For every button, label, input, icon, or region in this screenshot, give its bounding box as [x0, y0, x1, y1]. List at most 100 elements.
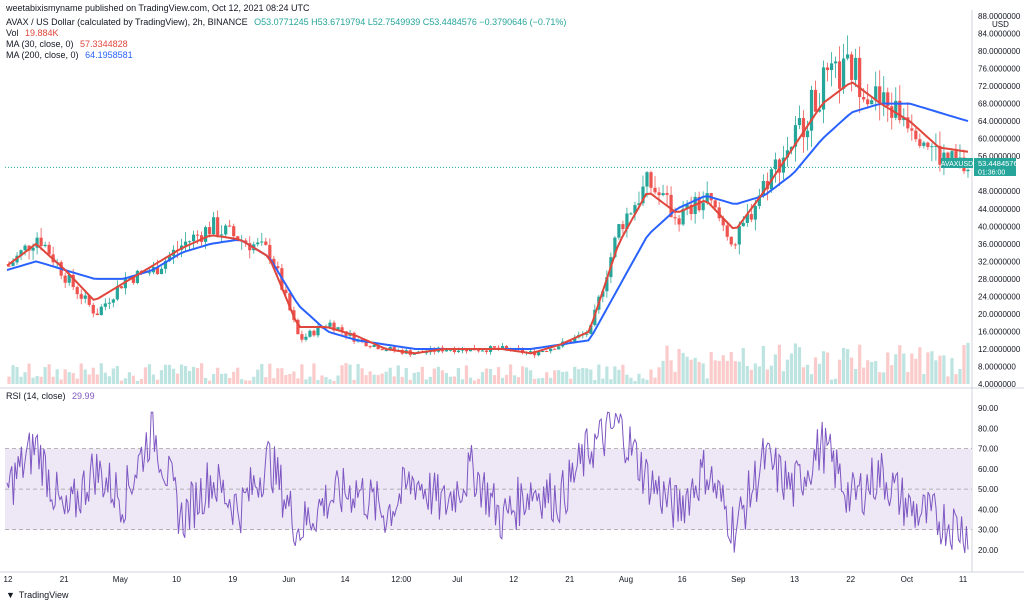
volume-bar: [179, 364, 184, 384]
volume-bar: [175, 373, 180, 384]
volume-bar: [958, 368, 962, 384]
candle-body: [882, 92, 886, 103]
volume-bar: [63, 369, 67, 384]
volume-bar: [693, 357, 697, 384]
candle-body: [316, 326, 320, 336]
volume-bar: [400, 376, 404, 384]
volume-bar: [248, 380, 252, 384]
volume-bar: [332, 380, 336, 384]
symbol-title[interactable]: AVAX / US Dollar (calculated by TradingV…: [6, 17, 248, 27]
footer-brand[interactable]: ▼ TradingView: [6, 590, 68, 600]
candle-body: [71, 274, 75, 288]
volume-bar: [264, 377, 268, 384]
volume-bar: [681, 352, 685, 384]
candle-body: [657, 192, 661, 196]
candle-body: [276, 266, 280, 269]
volume-bar: [324, 377, 328, 384]
volume-bar: [697, 361, 701, 384]
ma200-line: [6, 102, 969, 350]
volume-bar: [966, 342, 970, 384]
candle-body: [681, 208, 685, 225]
volume-bar: [533, 378, 537, 384]
volume-bar: [825, 352, 830, 384]
candle-body: [918, 139, 922, 146]
volume-bar: [842, 347, 846, 384]
volume-bar: [537, 378, 541, 384]
volume-bar: [187, 371, 192, 384]
volume-bar: [773, 354, 777, 384]
volume-bar: [119, 380, 123, 384]
candle-body: [115, 286, 119, 300]
volume-bar: [573, 366, 577, 384]
rsi-legend[interactable]: RSI (14, close) 29.99: [6, 391, 95, 402]
volume-bar: [661, 360, 665, 384]
candle-body: [448, 349, 452, 351]
candle-body: [713, 200, 717, 208]
ma200-legend[interactable]: MA (200, close, 0) 64.1958581: [6, 50, 133, 61]
candle-body: [216, 217, 220, 236]
volume-bar: [946, 376, 950, 384]
candle-body: [801, 118, 806, 138]
volume-bar: [793, 343, 798, 384]
volume-bar: [870, 361, 874, 384]
volume-bar: [801, 367, 806, 384]
candle-body: [11, 262, 15, 266]
candle-body: [629, 213, 633, 215]
ma30-legend[interactable]: MA (30, close, 0) 57.3344828: [6, 39, 128, 50]
volume-bar: [745, 366, 749, 384]
volume-legend[interactable]: Vol 19.884K: [6, 28, 59, 39]
candle-body: [388, 347, 392, 350]
candle-body: [613, 237, 617, 258]
candle-body: [123, 278, 127, 289]
volume-bar: [805, 364, 810, 384]
volume-bar: [709, 351, 713, 384]
volume-bar: [910, 353, 914, 384]
volume-bar: [224, 373, 228, 384]
volume-bar: [95, 374, 99, 384]
candle-body: [23, 245, 27, 251]
candle-body: [890, 106, 894, 118]
candle-body: [107, 302, 111, 304]
candle-body: [131, 277, 135, 283]
candle-body: [103, 303, 107, 307]
rsi-tick-1: 80.00: [978, 424, 999, 433]
candle-body: [785, 150, 790, 158]
volume-bar: [557, 370, 561, 384]
candle-body: [35, 237, 39, 248]
candle-body: [934, 145, 938, 147]
volume-bar: [51, 376, 55, 384]
rsi-axis[interactable]: 90.00 80.00 70.00 60.00 50.00 40.00 30.00 20.00: [978, 404, 999, 555]
volume-bar: [645, 379, 649, 384]
candle-body: [248, 243, 252, 251]
rsi-guides: [5, 448, 972, 531]
volume-bar: [436, 366, 440, 384]
time-tick-12: 16: [678, 575, 687, 584]
volume-bar: [171, 368, 176, 384]
symbol-line: AVAX / US Dollar (calculated by TradingV…: [6, 17, 566, 28]
rsi-tick-0: 90.00: [978, 404, 999, 413]
price-tick-17: 12.0000000: [978, 345, 1021, 354]
candle-body: [372, 344, 376, 347]
volume-bar: [741, 348, 745, 384]
candle-body: [870, 100, 874, 105]
time-axis[interactable]: 12 21 May 10 19 Jun 14 12:00 Jul 12 21 Aug 16 Sep 13 22…: [4, 575, 968, 584]
candle-body: [308, 330, 312, 337]
candle-body: [541, 351, 545, 353]
volume-bar: [954, 374, 958, 384]
volume-bar: [280, 368, 284, 384]
candle-body: [874, 86, 878, 101]
price-tick-14: 24.0000000: [978, 292, 1021, 301]
volume-bar: [673, 371, 677, 384]
price-tick-12: 32.0000000: [978, 257, 1021, 266]
volume-bar: [328, 379, 332, 384]
price-tick-16: 16.0000000: [978, 327, 1021, 336]
candle-body: [777, 159, 782, 173]
volume-bar: [320, 375, 324, 384]
candles: [7, 35, 970, 359]
volume-bar: [561, 371, 565, 384]
candle-body: [63, 275, 67, 283]
time-tick-14: 13: [790, 575, 799, 584]
time-tick-13: Sep: [731, 575, 746, 584]
